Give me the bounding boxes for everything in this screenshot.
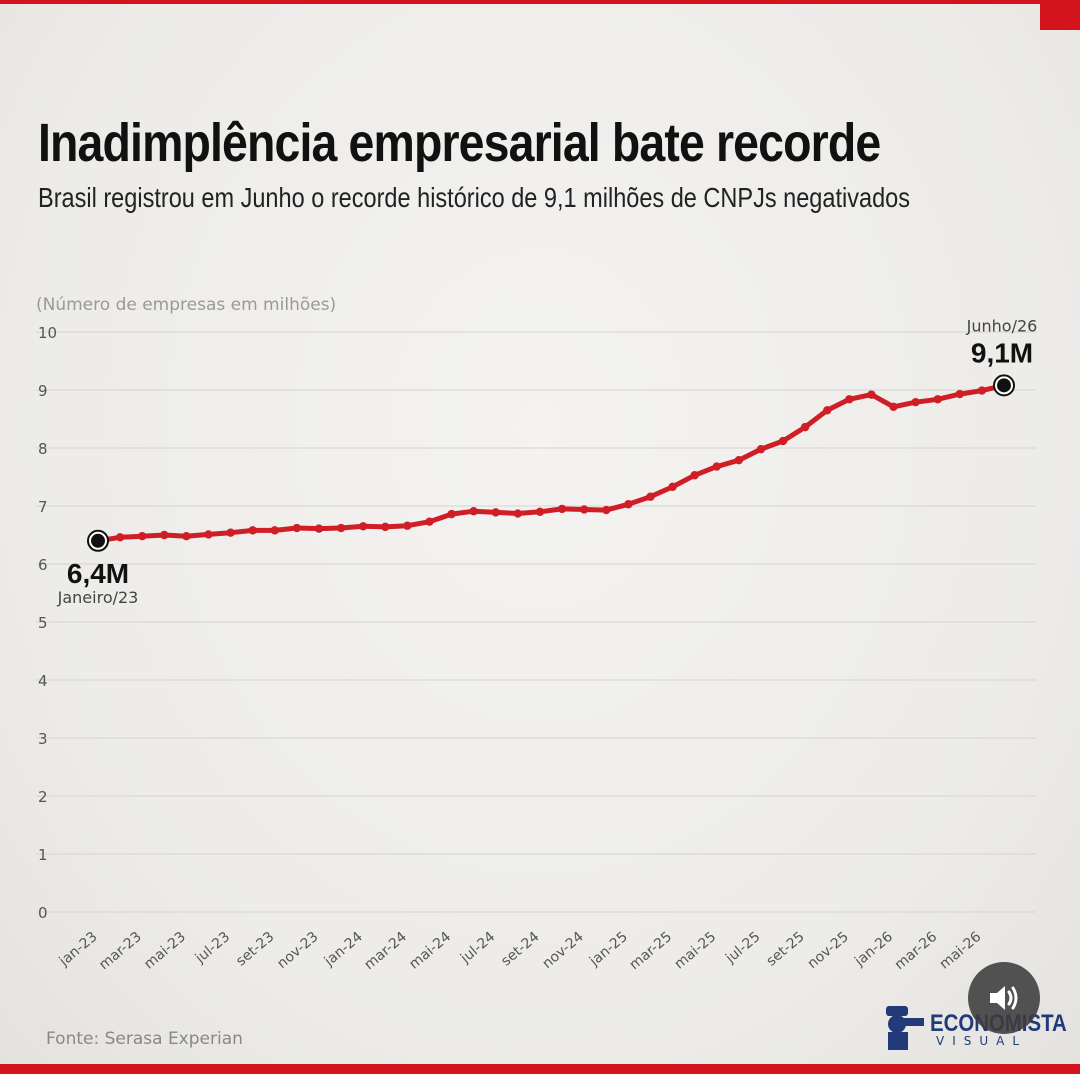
y-tick-label: 8	[38, 440, 48, 458]
end-point-core	[997, 378, 1011, 393]
x-tick-label: jan-23	[56, 929, 101, 970]
x-tick-label: mai-24	[406, 929, 454, 973]
start-point-core	[91, 533, 105, 548]
data-point	[226, 528, 235, 537]
series-line	[95, 382, 1007, 544]
x-tick-label: jul-23	[192, 929, 233, 967]
start-value-label: 6,4M	[67, 558, 129, 589]
data-point	[756, 444, 766, 454]
data-point	[513, 509, 523, 518]
x-tick-label: nov-23	[274, 929, 321, 972]
data-point	[248, 526, 257, 535]
data-point	[668, 482, 677, 492]
data-point	[911, 397, 920, 407]
data-point	[845, 395, 854, 404]
gridlines	[36, 331, 1036, 913]
speaker-icon	[990, 986, 1018, 1010]
data-point	[270, 526, 279, 535]
x-tick-label: nov-25	[805, 929, 852, 972]
sound-toggle-button[interactable]	[968, 962, 1040, 1034]
data-point	[336, 523, 346, 533]
top-accent-rule	[0, 0, 1080, 4]
chart-subtitle: Brasil registrou em Junho o recorde hist…	[38, 182, 910, 213]
data-point	[800, 422, 810, 432]
data-point	[579, 505, 589, 514]
data-point	[624, 500, 633, 509]
data-point	[955, 389, 965, 399]
y-tick-label: 9	[38, 382, 48, 400]
data-point	[535, 507, 545, 516]
data-point	[602, 505, 611, 515]
x-tick-label: mar-24	[361, 929, 410, 973]
y-tick-label: 2	[38, 788, 48, 806]
series-path	[95, 382, 1007, 544]
y-tick-label: 6	[38, 556, 48, 574]
x-tick-label: mar-25	[627, 929, 676, 973]
chart-title: Inadimplência empresarial bate recorde	[38, 113, 881, 173]
annotations: 6,4M Janeiro/23 Junho/26 9,1M	[57, 316, 1038, 606]
x-tick-label: mar-23	[96, 929, 145, 973]
data-point	[867, 390, 876, 399]
x-tick-label: mar-26	[892, 929, 941, 973]
data-point	[491, 508, 500, 517]
y-tick-label: 1	[38, 846, 48, 864]
y-tick-label: 0	[38, 904, 48, 922]
y-tick-label: 10	[38, 324, 57, 342]
y-tick-label: 3	[38, 730, 48, 748]
x-tick-label: jan-26	[851, 929, 896, 970]
data-point	[646, 492, 655, 501]
x-tick-label: nov-24	[539, 929, 586, 972]
data-point	[734, 455, 744, 465]
logo-sub: VISUAL	[936, 1034, 1028, 1048]
y-tick-label: 5	[38, 614, 48, 632]
end-value-label: 9,1M	[971, 337, 1033, 368]
data-point	[778, 436, 788, 446]
data-point	[403, 521, 412, 530]
y-tick-label: 7	[38, 498, 48, 516]
data-point	[358, 522, 368, 531]
y-tick-label: 4	[38, 672, 48, 690]
data-point	[182, 531, 191, 541]
data-point	[115, 533, 125, 542]
start-date-label: Janeiro/23	[57, 588, 139, 607]
x-tick-label: jan-24	[321, 929, 366, 970]
data-point	[137, 531, 147, 541]
y-axis-ticks: 0 1 2 3 4 5 6 7 8 9 10	[38, 324, 57, 922]
data-point	[712, 462, 721, 471]
data-point	[977, 386, 987, 395]
series-points	[87, 374, 1015, 552]
data-point	[314, 524, 324, 533]
y-axis-unit-label: (Número de empresas em milhões)	[36, 295, 337, 315]
data-point	[292, 523, 302, 533]
x-tick-label: set-24	[498, 929, 542, 970]
x-tick-label: set-25	[763, 929, 807, 970]
data-point	[690, 471, 699, 480]
x-tick-label: mai-23	[141, 929, 189, 973]
x-tick-label: jan-25	[586, 929, 631, 970]
corner-accent-block	[1040, 0, 1080, 30]
x-tick-label: set-23	[233, 929, 277, 970]
data-point	[160, 530, 169, 540]
data-point	[933, 395, 942, 404]
x-tick-label: mai-25	[671, 929, 719, 973]
x-tick-label: jul-24	[457, 929, 498, 967]
data-point	[889, 402, 898, 412]
x-tick-label: mai-26	[937, 929, 985, 973]
bottom-accent-rule	[0, 1064, 1080, 1074]
data-point	[557, 504, 567, 514]
source-note: Fonte: Serasa Experian	[46, 1029, 243, 1049]
data-point	[204, 530, 213, 539]
data-point	[381, 522, 390, 532]
data-point	[447, 509, 456, 519]
data-point	[425, 517, 434, 526]
data-point	[823, 406, 832, 415]
end-date-label: Junho/26	[966, 316, 1038, 335]
data-point	[469, 507, 478, 516]
x-tick-label: jul-25	[722, 929, 763, 967]
economist-mascot-icon	[886, 1006, 924, 1050]
